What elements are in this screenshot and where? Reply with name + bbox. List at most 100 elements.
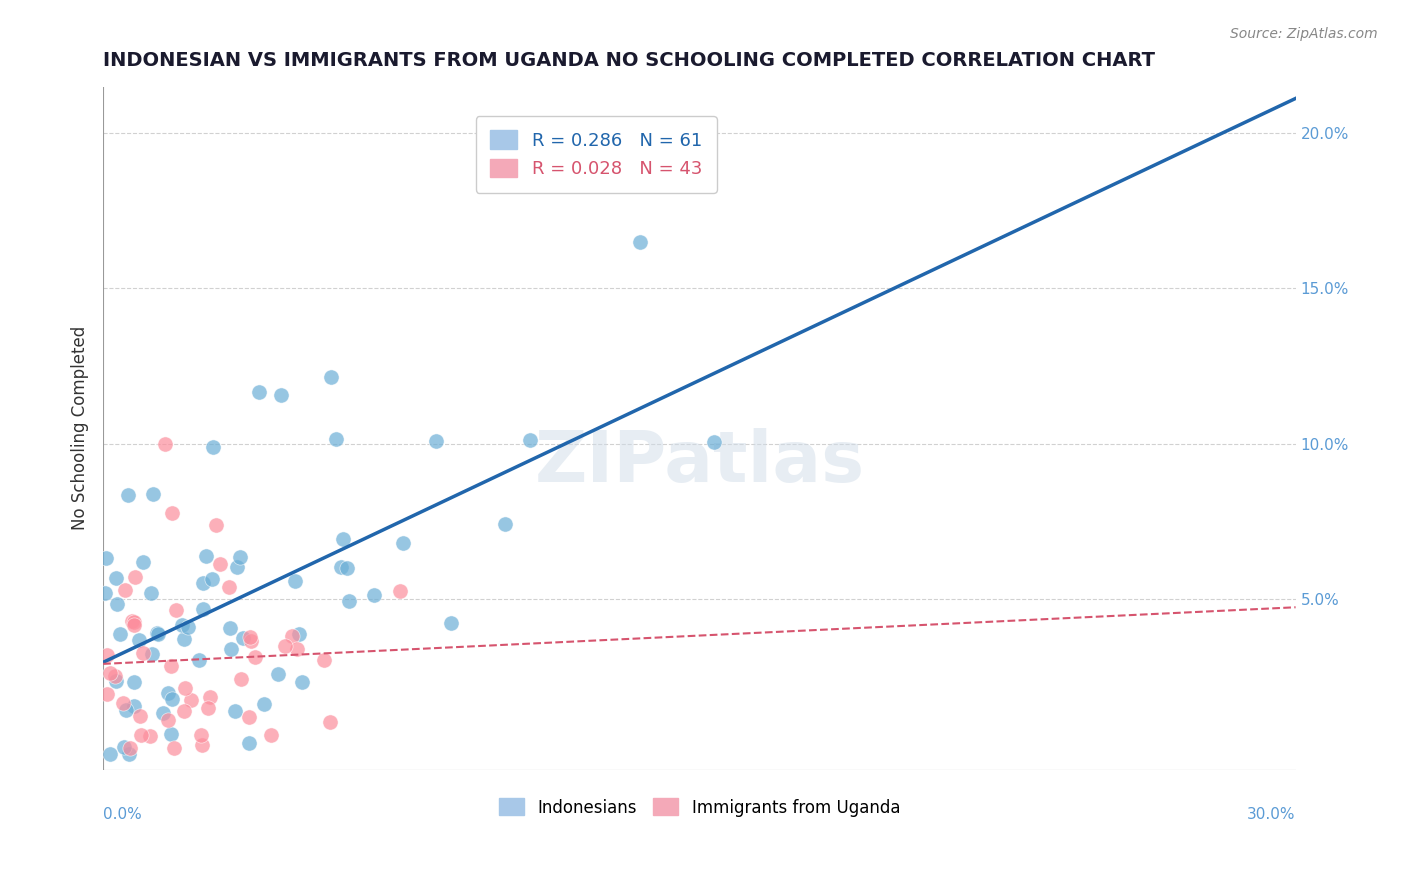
Point: [231, 672, 253, 686]
Point: [218, 580, 240, 594]
Point: [319, 370, 342, 384]
Point: [157, 714, 180, 728]
Point: [284, 574, 307, 588]
Point: [165, 603, 187, 617]
Point: [160, 506, 183, 520]
Point: [108, 627, 131, 641]
Point: [146, 627, 169, 641]
Point: [122, 618, 145, 632]
Point: [105, 597, 128, 611]
Point: [152, 706, 174, 721]
Point: [232, 631, 254, 645]
Point: [218, 621, 240, 635]
Point: [243, 649, 266, 664]
Point: [145, 626, 167, 640]
Point: [180, 693, 202, 707]
Point: [120, 741, 142, 756]
Point: [122, 615, 145, 630]
Point: [163, 741, 186, 756]
Point: [105, 673, 128, 688]
Point: [190, 728, 212, 742]
Point: [132, 555, 155, 569]
Point: [162, 691, 184, 706]
Point: [159, 658, 181, 673]
Point: [114, 583, 136, 598]
Point: [201, 573, 224, 587]
Point: [139, 729, 162, 743]
Point: [157, 686, 180, 700]
Point: [122, 674, 145, 689]
Point: [519, 433, 541, 447]
Point: [94, 551, 117, 566]
Point: [240, 634, 263, 648]
Point: [153, 437, 176, 451]
Point: [129, 708, 152, 723]
Point: [628, 235, 651, 249]
Point: [337, 594, 360, 608]
Text: 0.0%: 0.0%: [103, 807, 142, 822]
Point: [111, 696, 134, 710]
Point: [172, 618, 194, 632]
Point: [209, 558, 232, 572]
Point: [173, 632, 195, 646]
Point: [274, 639, 297, 653]
Point: [177, 620, 200, 634]
Point: [363, 588, 385, 602]
Point: [104, 669, 127, 683]
Point: [253, 698, 276, 712]
Text: Source: ZipAtlas.com: Source: ZipAtlas.com: [1230, 27, 1378, 41]
Point: [141, 647, 163, 661]
Point: [118, 747, 141, 762]
Y-axis label: No Schooling Completed: No Schooling Completed: [72, 326, 89, 531]
Point: [191, 738, 214, 752]
Point: [266, 667, 288, 681]
Point: [389, 583, 412, 598]
Point: [494, 516, 516, 531]
Point: [391, 535, 413, 549]
Point: [173, 704, 195, 718]
Point: [260, 728, 283, 742]
Point: [159, 726, 181, 740]
Point: [281, 629, 304, 643]
Point: [188, 653, 211, 667]
Point: [174, 681, 197, 695]
Point: [219, 642, 242, 657]
Point: [330, 559, 353, 574]
Point: [335, 560, 357, 574]
Point: [425, 434, 447, 449]
Legend: Indonesians, Immigrants from Uganda: Indonesians, Immigrants from Uganda: [492, 792, 907, 823]
Point: [98, 747, 121, 762]
Point: [238, 710, 260, 724]
Point: [122, 699, 145, 714]
Text: ZIPatlas: ZIPatlas: [534, 428, 865, 497]
Point: [287, 626, 309, 640]
Point: [197, 701, 219, 715]
Point: [114, 739, 136, 754]
Point: [224, 704, 246, 718]
Point: [191, 576, 214, 591]
Point: [132, 646, 155, 660]
Point: [98, 665, 121, 680]
Point: [115, 703, 138, 717]
Point: [270, 388, 292, 402]
Point: [121, 614, 143, 628]
Point: [94, 586, 117, 600]
Point: [312, 652, 335, 666]
Point: [247, 385, 270, 400]
Text: INDONESIAN VS IMMIGRANTS FROM UGANDA NO SCHOOLING COMPLETED CORRELATION CHART: INDONESIAN VS IMMIGRANTS FROM UGANDA NO …: [103, 51, 1156, 70]
Point: [318, 714, 340, 729]
Point: [226, 560, 249, 574]
Point: [96, 648, 118, 663]
Point: [229, 549, 252, 564]
Point: [239, 631, 262, 645]
Point: [202, 440, 225, 454]
Point: [238, 736, 260, 750]
Point: [105, 571, 128, 585]
Point: [325, 432, 347, 446]
Point: [205, 518, 228, 533]
Point: [117, 488, 139, 502]
Point: [129, 728, 152, 742]
Point: [96, 687, 118, 701]
Point: [440, 615, 463, 630]
Text: 30.0%: 30.0%: [1247, 807, 1295, 822]
